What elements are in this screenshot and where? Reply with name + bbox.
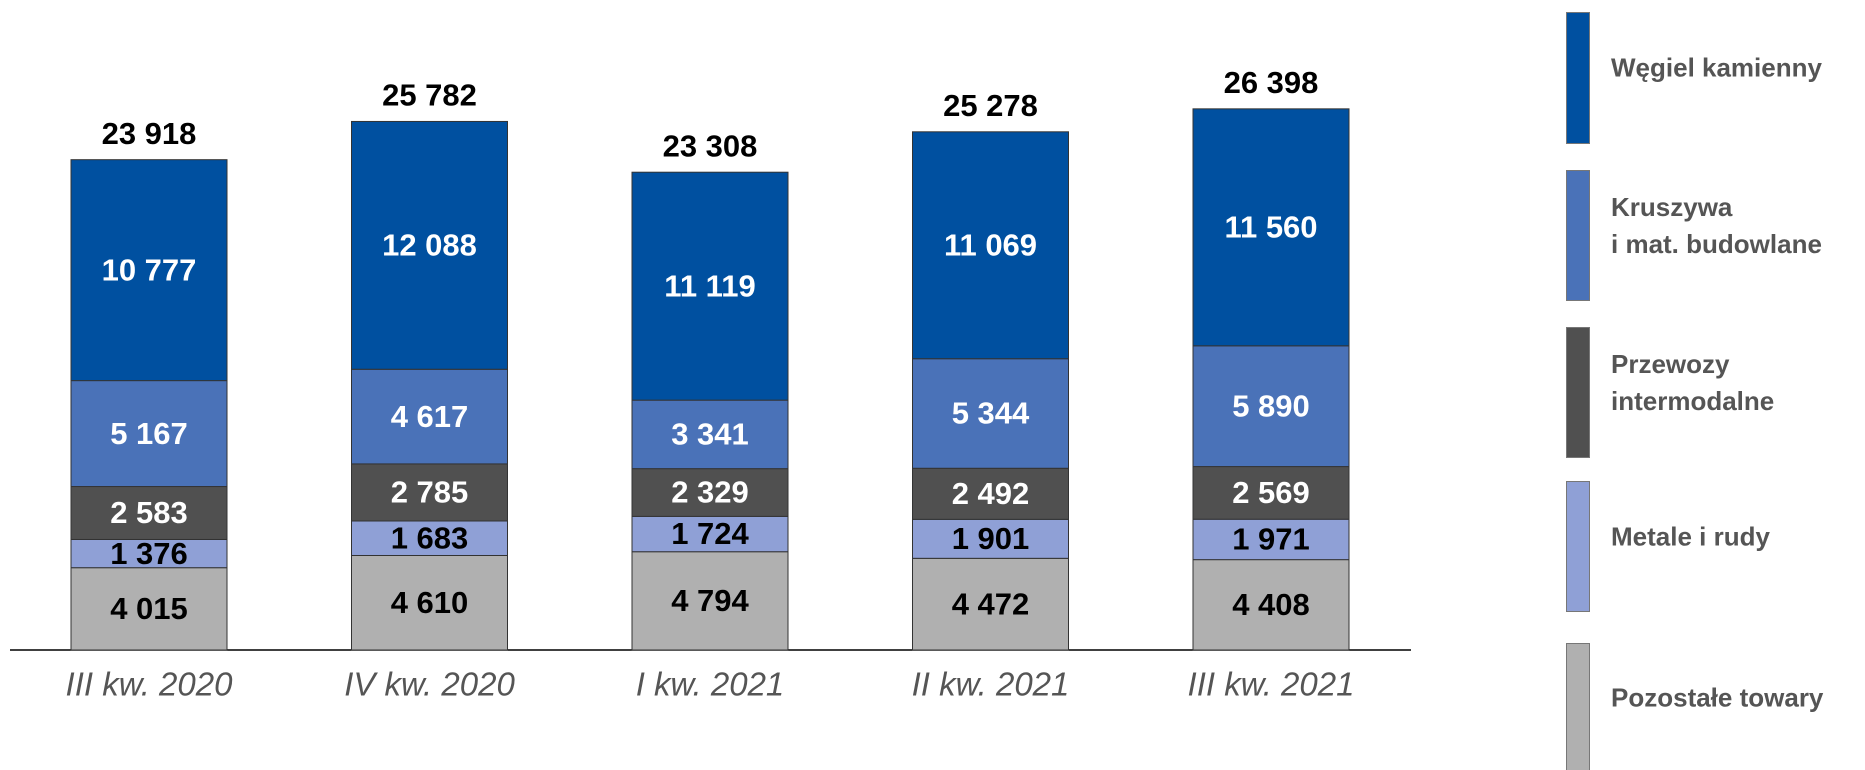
bar-segment [1192, 108, 1350, 347]
value-label: 11 069 [944, 227, 1037, 262]
value-label: 2 492 [952, 476, 1030, 511]
value-label: 5 344 [952, 396, 1030, 431]
value-label: 4 015 [110, 591, 188, 626]
total-label: 25 782 [382, 78, 477, 113]
bar-segment [1192, 466, 1350, 520]
value-label: 4 794 [671, 583, 749, 618]
legend-label: Metale i rudy [1611, 521, 1770, 551]
x-tick-label: III kw. 2021 [1188, 666, 1355, 703]
value-label: 12 088 [382, 228, 477, 263]
value-label: 1 683 [391, 520, 469, 555]
value-label: 3 341 [671, 417, 749, 452]
legend-label: Kruszywa i mat. budowlane [1611, 191, 1822, 259]
legend-label: Węgiel kamienny [1611, 52, 1822, 83]
bar-segment [1192, 345, 1350, 468]
value-label: 4 472 [952, 586, 1030, 621]
bar-segment [912, 358, 1069, 469]
value-label: 1 971 [1232, 522, 1310, 557]
bar-segment [912, 518, 1069, 559]
value-label: 5 890 [1232, 388, 1310, 423]
value-label: 2 583 [110, 495, 188, 530]
value-label: 4 408 [1232, 587, 1310, 622]
value-label: 11 119 [664, 268, 755, 303]
bar-segment [351, 120, 508, 370]
value-label: 2 329 [671, 475, 749, 510]
bar-segment [351, 463, 508, 522]
bar-segment [631, 399, 789, 470]
value-label: 5 167 [110, 416, 188, 451]
bar-segment [631, 171, 789, 401]
x-tick-label: I kw. 2021 [636, 666, 785, 703]
bar-segment [351, 520, 508, 556]
value-label: 4 610 [391, 585, 469, 620]
value-label: 2 569 [1232, 475, 1310, 510]
bar-segment [70, 538, 228, 569]
value-label: 1 901 [952, 521, 1030, 556]
total-label: 26 398 [1224, 65, 1319, 100]
legend-swatch [1566, 643, 1590, 770]
value-label: 11 560 [1224, 210, 1317, 245]
legend: Pozostałe towary Metale i rudy Przewozy in… [1566, 0, 1865, 770]
bar-segment [351, 368, 508, 465]
legend-swatch [1566, 170, 1590, 301]
bar-segment [631, 515, 789, 553]
legend-swatch [1566, 327, 1590, 458]
total-label: 23 918 [102, 116, 197, 151]
legend-label: Pozostałe towary [1611, 682, 1824, 713]
value-label: 2 785 [391, 475, 469, 510]
bar-segment [912, 557, 1069, 651]
bar-segment [1192, 559, 1350, 651]
bar-segment [70, 380, 228, 488]
bar-segment [1192, 518, 1350, 561]
bar-segment [351, 554, 508, 651]
value-label: 4 617 [391, 399, 469, 434]
x-tick-label: III kw. 2020 [66, 666, 234, 703]
bar-segment [70, 159, 228, 382]
x-tick-label: IV kw. 2020 [344, 666, 515, 703]
chart: 4 015 1 376 2 583 5 167 10 777 23 918 III kw. … [10, 65, 1411, 703]
bar-segment [912, 131, 1069, 360]
bar-segment [912, 467, 1069, 520]
legend-swatch [1566, 481, 1590, 612]
bar-segment [70, 567, 228, 651]
total-label: 25 278 [943, 88, 1038, 123]
value-label: 1 724 [671, 516, 749, 551]
x-tick-label: II kw. 2021 [912, 666, 1070, 703]
value-label: 1 376 [110, 536, 188, 571]
bar-segment [631, 468, 789, 517]
bar-segment [631, 551, 789, 651]
total-label: 23 308 [663, 128, 758, 163]
legend-swatch [1566, 12, 1590, 144]
legend-label: Przewozy intermodalne [1611, 348, 1775, 416]
value-label: 10 777 [102, 252, 197, 287]
